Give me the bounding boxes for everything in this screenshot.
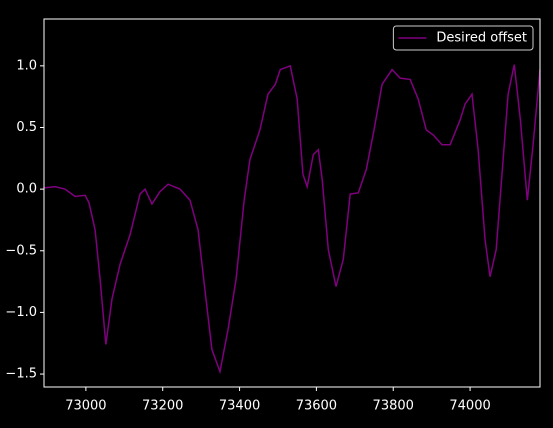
legend-label: Desired offset — [436, 31, 527, 46]
y-tick-label: −1.5 — [5, 367, 37, 382]
axes-frame — [43, 18, 541, 388]
x-tick-label: 73200 — [142, 399, 183, 414]
line — [43, 64, 541, 375]
x-tick-label: 74000 — [449, 399, 490, 414]
y-tick-label: 0.5 — [16, 120, 37, 135]
legend — [392, 25, 534, 51]
x-tick-label: 73000 — [65, 399, 106, 414]
y-tick-label: 0.0 — [16, 182, 37, 197]
x-tick-label: 73800 — [373, 399, 414, 414]
x-tick-label: 73600 — [296, 399, 337, 414]
y-tick-label: 1.0 — [16, 58, 37, 73]
y-tick-label: −0.5 — [5, 243, 37, 258]
y-tick-label: −1.0 — [5, 305, 37, 320]
x-tick-label: 73400 — [219, 399, 260, 414]
